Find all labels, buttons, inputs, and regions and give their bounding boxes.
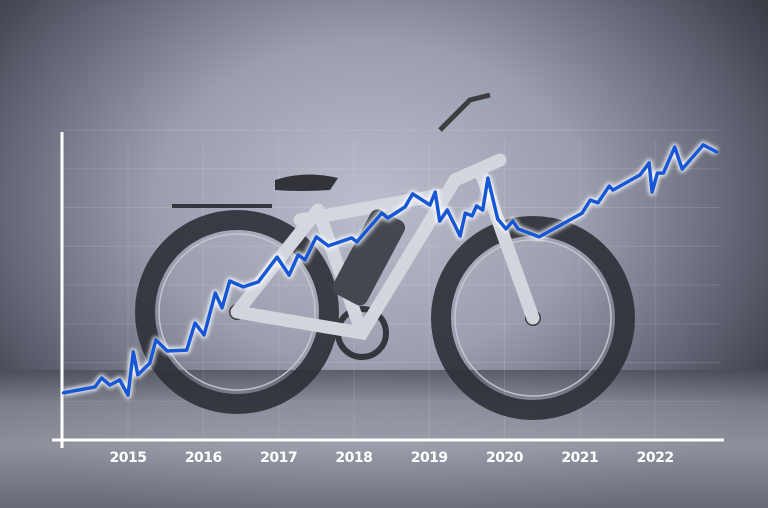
data-point xyxy=(470,214,474,218)
data-point xyxy=(61,391,65,395)
data-point xyxy=(496,217,500,221)
data-point xyxy=(256,280,260,284)
data-point xyxy=(445,208,449,212)
data-point xyxy=(715,150,719,154)
data-point xyxy=(673,145,677,149)
data-point xyxy=(108,383,112,387)
data-point xyxy=(428,203,432,207)
data-point xyxy=(596,201,600,205)
data-point xyxy=(680,167,684,171)
data-point xyxy=(655,171,659,175)
data-point xyxy=(607,184,611,188)
data-point xyxy=(463,211,467,215)
x-tick-label: 2018 xyxy=(335,450,372,466)
data-point xyxy=(380,211,384,215)
data-point xyxy=(193,321,197,325)
x-tick-label: 2016 xyxy=(185,450,222,466)
data-point xyxy=(165,349,169,353)
x-tick-label: 2017 xyxy=(260,450,297,466)
data-point xyxy=(136,373,140,377)
data-point xyxy=(185,348,189,352)
data-point xyxy=(154,338,158,342)
data-point xyxy=(355,240,359,244)
data-point xyxy=(403,205,407,209)
data-point xyxy=(228,279,232,283)
data-point xyxy=(438,219,442,223)
x-tick-label: 2021 xyxy=(561,450,598,466)
data-point xyxy=(100,376,104,380)
data-point xyxy=(504,227,508,231)
series-points xyxy=(61,143,719,397)
data-point xyxy=(126,393,130,397)
data-point xyxy=(647,161,651,165)
data-point xyxy=(287,273,291,277)
x-tick-label: 2019 xyxy=(411,450,448,466)
data-point xyxy=(611,188,615,192)
data-point xyxy=(350,236,354,240)
data-point xyxy=(213,291,217,295)
x-tick-label: 2020 xyxy=(486,450,524,466)
data-point xyxy=(481,208,485,212)
data-point xyxy=(275,255,279,259)
data-point xyxy=(486,176,490,180)
data-point xyxy=(314,235,318,239)
x-tick-labels: 2015 2016 2017 2018 2019 2020 2021 2022 xyxy=(110,450,675,466)
data-point xyxy=(202,333,206,337)
data-point xyxy=(588,198,592,202)
data-point xyxy=(511,219,515,223)
data-point xyxy=(93,385,97,389)
x-tick-label: 2015 xyxy=(110,450,147,466)
data-point xyxy=(326,244,330,248)
data-point xyxy=(458,234,462,238)
data-point xyxy=(650,190,654,194)
data-point xyxy=(241,285,245,289)
data-point xyxy=(148,361,152,365)
x-tick-label: 2022 xyxy=(637,450,674,466)
data-point xyxy=(638,173,642,177)
data-point xyxy=(118,378,122,382)
data-point xyxy=(661,171,665,175)
data-point xyxy=(537,235,541,239)
data-point xyxy=(475,204,479,208)
data-point xyxy=(131,350,135,354)
data-point xyxy=(411,192,415,196)
data-point xyxy=(303,258,307,262)
data-point xyxy=(386,216,390,220)
data-point xyxy=(296,253,300,257)
data-point xyxy=(580,211,584,215)
data-point xyxy=(220,306,224,310)
bike-illustration xyxy=(135,92,635,420)
data-point xyxy=(433,190,437,194)
data-point xyxy=(516,227,520,231)
data-point xyxy=(701,143,705,147)
data-point xyxy=(555,225,559,229)
